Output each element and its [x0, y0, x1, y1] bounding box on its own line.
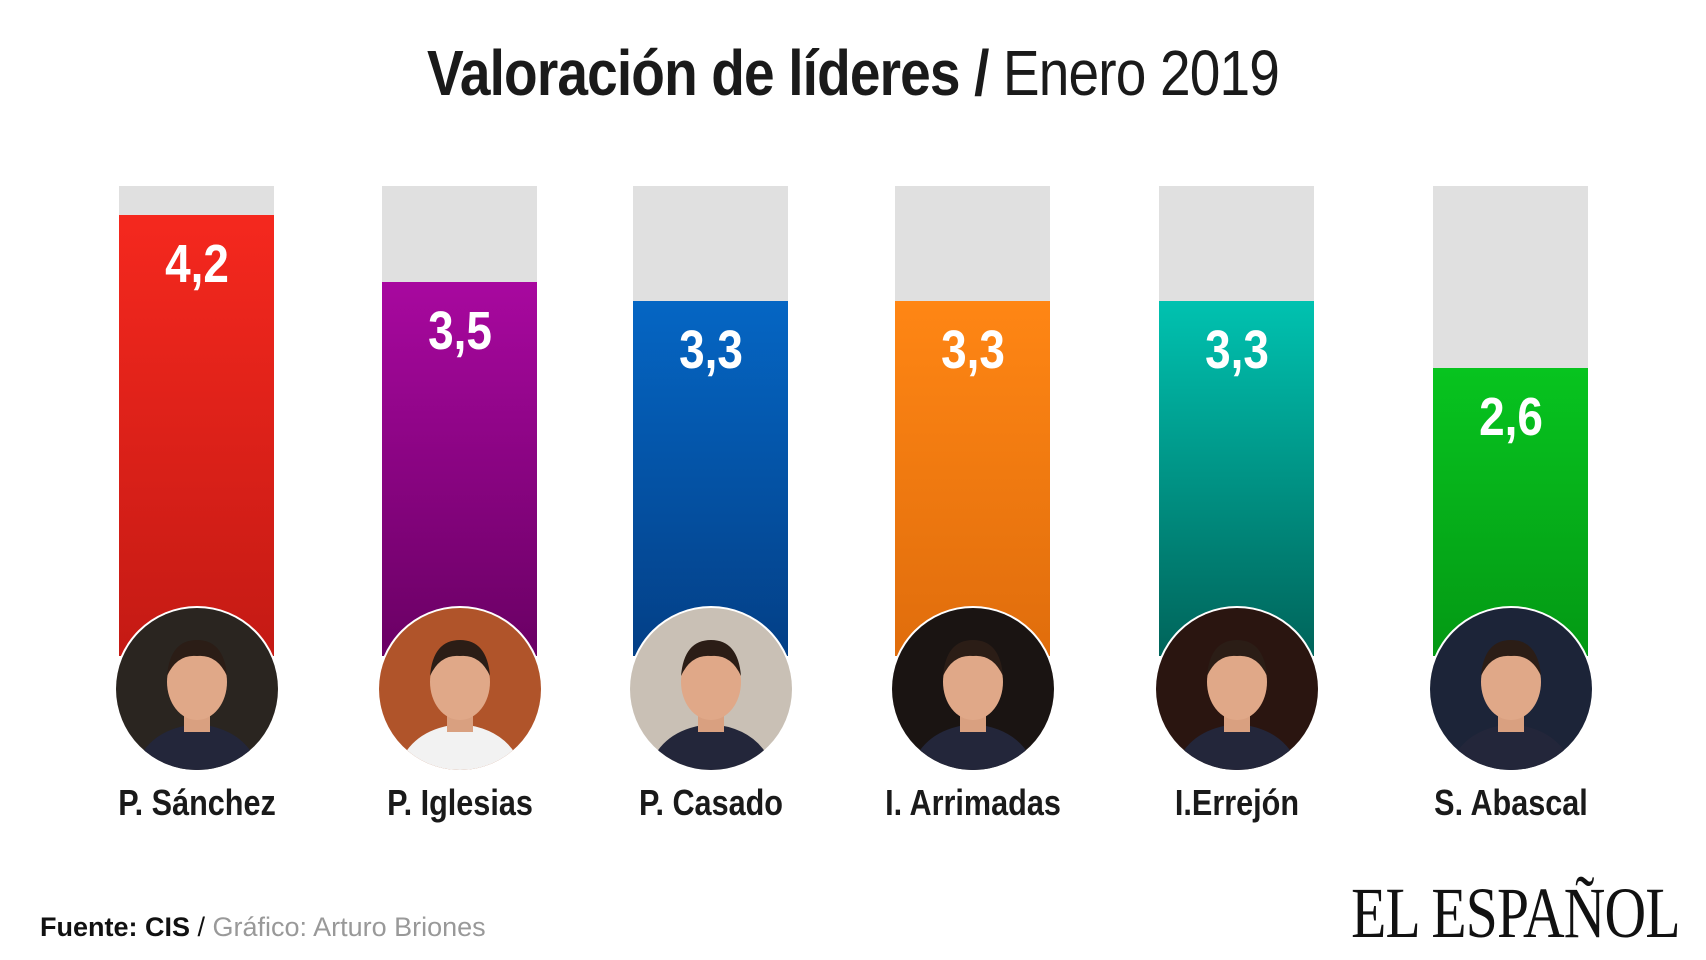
leader-name: P. Iglesias [386, 782, 533, 823]
value-label: 3,3 [941, 319, 1005, 380]
title-separator: / [974, 37, 989, 109]
credit: Gráfico: Arturo Briones [212, 912, 486, 942]
bar [895, 300, 1050, 656]
chart-title: Valoración de líderes / Enero 2019 [119, 36, 1586, 110]
value-label: 3,3 [1205, 319, 1269, 380]
footer-separator: / [190, 912, 213, 942]
source: Fuente: CIS [40, 912, 191, 942]
title-bold: Valoración de líderes [427, 37, 960, 109]
portrait-photo [889, 606, 1056, 772]
value-label: 4,2 [165, 233, 229, 294]
value-label: 2,6 [1479, 386, 1543, 447]
portrait-photo [376, 606, 543, 772]
bar [119, 214, 274, 656]
leader-name: I. Arrimadas [884, 782, 1061, 823]
leader-name: P. Casado [638, 782, 783, 823]
bar [1159, 300, 1314, 656]
bar [382, 281, 537, 656]
bar [633, 300, 788, 656]
title-date: Enero 2019 [1002, 37, 1280, 109]
portrait-photo [113, 606, 280, 772]
portrait-photo [1427, 606, 1594, 772]
portrait-photo [627, 606, 794, 772]
footer: Fuente: CIS / Gráfico: Arturo Briones [40, 912, 486, 943]
value-label: 3,5 [428, 300, 492, 361]
portrait-photo [1153, 606, 1320, 772]
leader-name: P. Sánchez [117, 782, 276, 823]
logo: EL ESPAÑOL [1351, 873, 1680, 953]
leader-name: S. Abascal [1433, 782, 1588, 823]
leader-name: I.Errejón [1174, 782, 1299, 823]
value-label: 3,3 [679, 319, 743, 380]
